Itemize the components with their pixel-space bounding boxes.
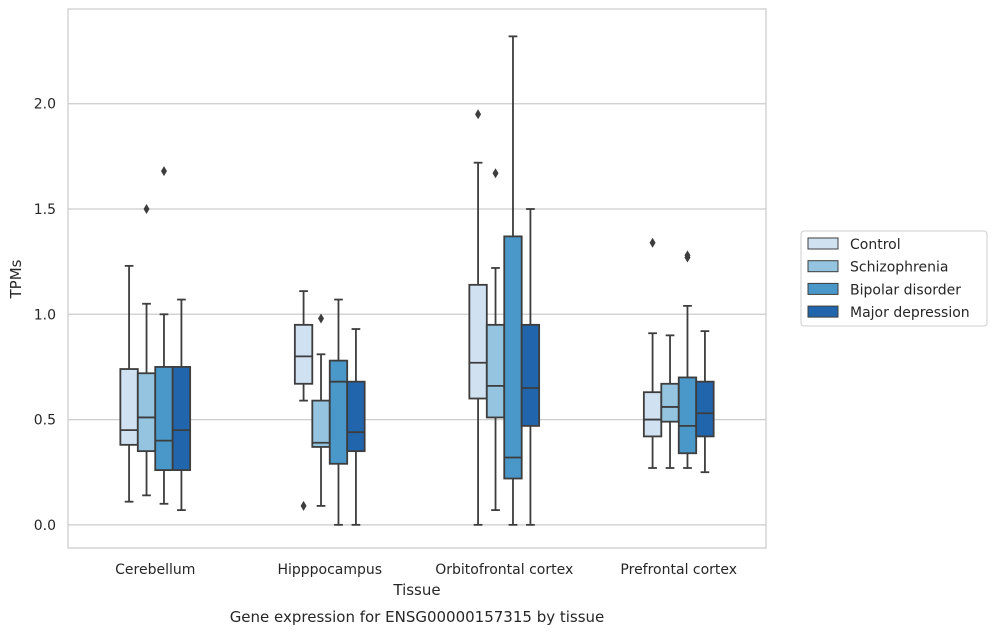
y-tick-label: 2.0 — [34, 97, 56, 113]
x-axis-label: Tissue — [392, 581, 440, 599]
box-iqr — [293, 323, 314, 385]
legend-item: Bipolar disorder — [807, 282, 961, 298]
legend-swatch — [807, 305, 839, 318]
box-iqr — [660, 382, 680, 423]
box-iqr — [328, 359, 349, 465]
plot-area-frame — [67, 8, 767, 549]
outlier-point — [649, 237, 656, 248]
chart-caption: Gene expression for ENSG00000157315 by t… — [230, 608, 605, 626]
box-iqr — [503, 235, 523, 480]
outlier-point — [492, 168, 499, 179]
box-iqr — [171, 366, 192, 471]
legend-item: Schizophrenia — [807, 260, 948, 276]
y-axis-label: TPMs — [7, 259, 25, 299]
box-3-3 — [695, 330, 715, 474]
box-iqr — [346, 380, 366, 453]
x-tick-label: Hipppocampus — [277, 562, 382, 578]
box-iqr — [311, 399, 331, 448]
outlier-point — [475, 109, 482, 120]
box-iqr — [520, 323, 541, 427]
x-tick-label: Cerebellum — [115, 562, 195, 578]
box-1-0 — [136, 204, 157, 497]
outlier-point — [300, 500, 307, 511]
box-layer — [119, 35, 715, 526]
y-tick-label: 1.0 — [34, 307, 56, 323]
box-iqr — [485, 323, 506, 419]
box-3-0 — [171, 298, 192, 512]
y-tick-labels: 0.0 0.5 1.0 1.5 2.0 — [34, 97, 56, 534]
box-2-2 — [503, 35, 523, 526]
box-iqr — [695, 380, 715, 438]
box-iqr — [119, 368, 139, 446]
box-iqr — [136, 372, 157, 453]
legend-label: Bipolar disorder — [850, 282, 961, 298]
box-iqr — [642, 391, 663, 438]
box-3-1 — [346, 328, 366, 526]
x-tick-labels: Cerebellum Hipppocampus Orbitofrontal cort… — [115, 562, 737, 578]
box-1-2 — [485, 168, 506, 512]
legend-swatch — [807, 260, 839, 273]
box-2-0 — [154, 166, 174, 505]
legend: Control Schizophrenia Bipolar disorder Majo… — [800, 230, 988, 327]
outlier-point — [684, 250, 691, 261]
x-tick-label: Orbitofrontal cortex — [435, 562, 573, 578]
box-iqr — [677, 376, 698, 455]
box-0-2 — [468, 109, 488, 526]
y-tick-label: 0.5 — [34, 413, 56, 429]
legend-label: Control — [850, 237, 901, 253]
legend-swatch — [807, 282, 839, 295]
outlier-point — [318, 313, 325, 324]
legend-item: Control — [807, 237, 901, 253]
box-0-0 — [119, 264, 139, 503]
legend-item: Major depression — [807, 305, 970, 321]
legend-label: Schizophrenia — [850, 260, 948, 276]
y-tick-label: 0.0 — [34, 518, 56, 534]
legend-label: Major depression — [850, 305, 970, 321]
box-1-1 — [311, 313, 331, 507]
x-tick-label: Prefrontal cortex — [620, 562, 737, 578]
box-iqr — [154, 366, 174, 471]
box-1-3 — [660, 334, 680, 469]
legend-frame — [800, 230, 988, 327]
outlier-point — [143, 204, 150, 215]
box-0-1 — [293, 290, 314, 511]
outlier-point — [160, 166, 167, 177]
box-0-3 — [642, 237, 663, 469]
y-tick-label: 1.5 — [34, 202, 56, 218]
box-3-2 — [520, 208, 541, 526]
box-iqr — [468, 283, 488, 400]
legend-swatch — [807, 237, 839, 250]
box-2-3 — [677, 250, 698, 469]
